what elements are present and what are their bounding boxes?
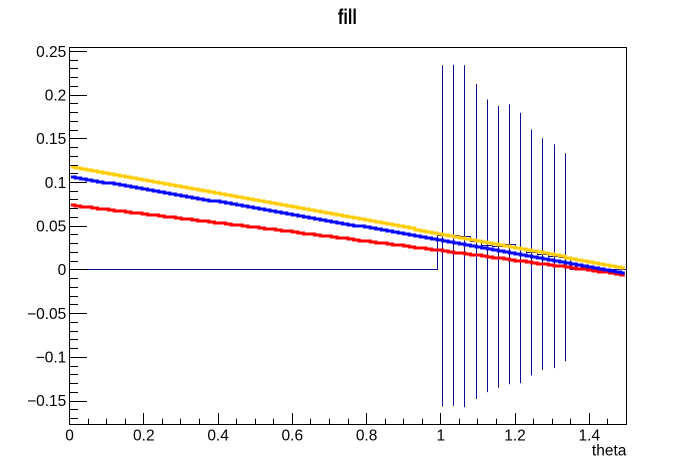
svg-text:−0.05: −0.05: [27, 306, 66, 323]
svg-text:0.2: 0.2: [45, 88, 67, 105]
svg-text:0.8: 0.8: [356, 427, 378, 444]
svg-text:0.25: 0.25: [36, 44, 66, 61]
svg-text:fill: fill: [338, 6, 357, 29]
svg-text:0: 0: [58, 262, 67, 279]
svg-text:1.2: 1.2: [504, 427, 526, 444]
svg-text:0.6: 0.6: [282, 427, 304, 444]
svg-text:theta: theta: [592, 443, 627, 460]
svg-text:1: 1: [436, 427, 445, 444]
svg-text:0.1: 0.1: [45, 175, 67, 192]
svg-text:0.05: 0.05: [36, 219, 66, 236]
svg-text:0: 0: [65, 427, 74, 444]
svg-text:0.2: 0.2: [133, 427, 155, 444]
svg-text:1.4: 1.4: [579, 427, 601, 444]
svg-text:0.15: 0.15: [36, 131, 66, 148]
svg-text:−0.15: −0.15: [27, 393, 66, 410]
svg-text:−0.1: −0.1: [36, 350, 67, 367]
svg-text:0.4: 0.4: [207, 427, 229, 444]
